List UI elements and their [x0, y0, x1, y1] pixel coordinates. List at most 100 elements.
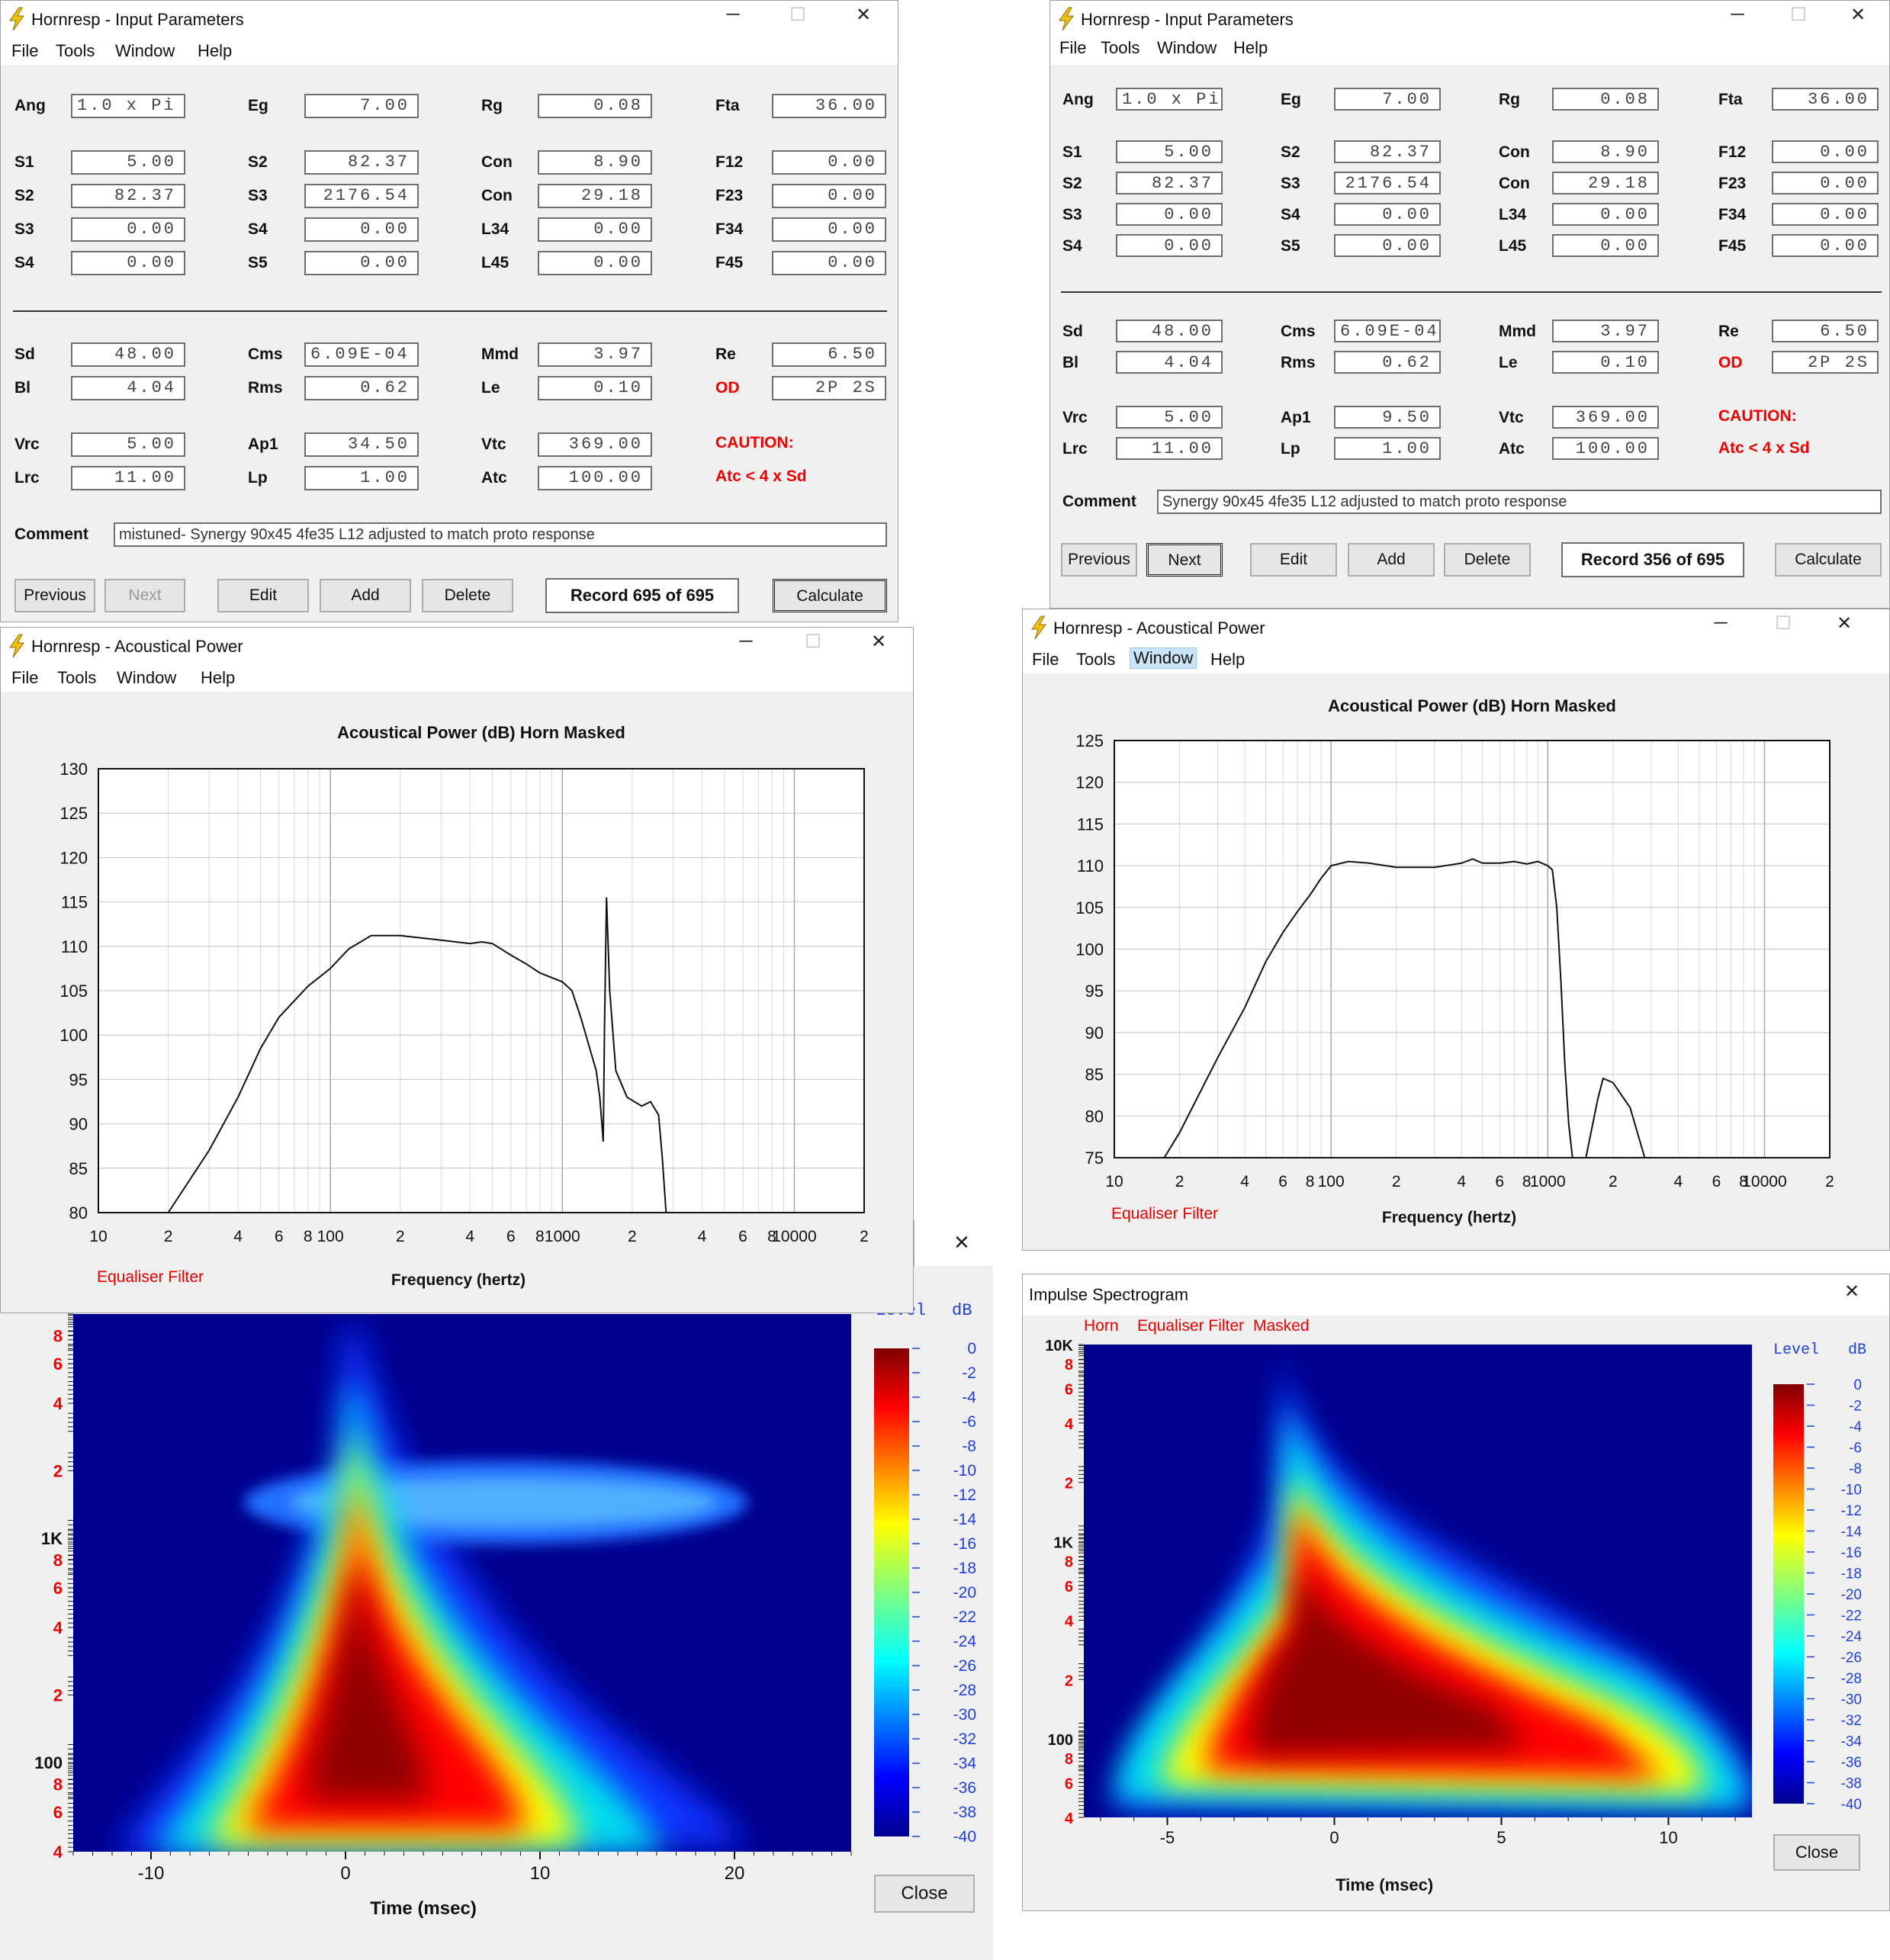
close-icon[interactable]: ✕ [1850, 5, 1866, 25]
param-field-atc[interactable]: 100.00 [1552, 437, 1659, 460]
param-field-eg[interactable]: 7.00 [1334, 88, 1441, 111]
param-field-f12[interactable]: 0.00 [1772, 140, 1879, 163]
equaliser-filter-label[interactable]: Equaliser Filter [97, 1268, 204, 1286]
param-field-f34[interactable]: 0.00 [772, 217, 886, 242]
param-field-s2[interactable]: 82.37 [1334, 140, 1441, 163]
menu-help[interactable]: Help [1233, 38, 1268, 57]
param-field-ap1[interactable]: 9.50 [1334, 406, 1441, 429]
param-field-rg[interactable]: 0.08 [538, 94, 652, 118]
add-button[interactable]: Add [1348, 543, 1435, 577]
param-field-rg[interactable]: 0.08 [1552, 88, 1659, 111]
param-field-s3[interactable]: 0.00 [71, 217, 185, 242]
comment-field[interactable]: Synergy 90x45 4fe35 L12 adjusted to matc… [1157, 490, 1882, 514]
minimize-icon[interactable]: ─ [726, 4, 740, 24]
param-field-s3[interactable]: 2176.54 [1334, 172, 1441, 194]
param-field-rms[interactable]: 0.62 [304, 376, 419, 400]
close-button[interactable]: Close [874, 1875, 975, 1913]
param-field-l34[interactable]: 0.00 [538, 217, 652, 242]
menu-tools[interactable]: Tools [57, 668, 97, 687]
previous-button[interactable]: Previous [14, 579, 95, 612]
menu-window[interactable]: Window [117, 668, 177, 687]
param-field-re[interactable]: 6.50 [772, 342, 886, 367]
param-field-cms[interactable]: 6.09E-04 [1334, 320, 1441, 342]
calculate-button[interactable]: Calculate [773, 579, 887, 612]
menu-tools[interactable]: Tools [56, 41, 95, 60]
equaliser-filter-label[interactable]: Equaliser Filter [1111, 1205, 1219, 1223]
param-field-f34[interactable]: 0.00 [1772, 203, 1879, 226]
param-field-con[interactable]: 8.90 [538, 150, 652, 175]
comment-field[interactable]: mistuned- Synergy 90x45 4fe35 L12 adjust… [114, 522, 887, 547]
next-button[interactable]: Next [1146, 543, 1223, 577]
menu-window[interactable]: Window [115, 41, 175, 60]
param-field-lrc[interactable]: 11.00 [71, 466, 185, 490]
param-field-mmd[interactable]: 3.97 [538, 342, 652, 367]
edit-button[interactable]: Edit [217, 579, 309, 612]
menu-tools[interactable]: Tools [1076, 650, 1116, 669]
param-field-vtc[interactable]: 369.00 [1552, 406, 1659, 429]
param-field-s1[interactable]: 5.00 [1116, 140, 1223, 163]
maximize-icon[interactable]: ☐ [1775, 613, 1792, 634]
close-icon[interactable]: ✕ [1836, 613, 1853, 634]
param-field-ap1[interactable]: 34.50 [304, 432, 419, 457]
param-field-s5[interactable]: 0.00 [304, 251, 419, 275]
param-field-l45[interactable]: 0.00 [538, 251, 652, 275]
param-field-od[interactable]: 2P 2S [1772, 351, 1879, 374]
param-field-ang[interactable]: 1.0 x Pi [1116, 88, 1223, 111]
minimize-icon[interactable]: ─ [739, 631, 753, 651]
param-field-s4[interactable]: 0.00 [71, 251, 185, 275]
param-field-s1[interactable]: 5.00 [71, 150, 185, 175]
edit-button[interactable]: Edit [1250, 543, 1337, 577]
param-field-sd[interactable]: 48.00 [71, 342, 185, 367]
param-field-eg[interactable]: 7.00 [304, 94, 419, 118]
menu-file[interactable]: File [1032, 650, 1059, 669]
maximize-icon[interactable]: ☐ [789, 5, 806, 25]
menu-help[interactable]: Help [201, 668, 236, 687]
menu-file[interactable]: File [1059, 38, 1087, 57]
param-field-s5[interactable]: 0.00 [1334, 234, 1441, 257]
param-field-s2[interactable]: 82.37 [1116, 172, 1223, 194]
param-field-con[interactable]: 29.18 [538, 184, 652, 208]
menu-help[interactable]: Help [1210, 650, 1246, 669]
close-icon[interactable]: ✕ [855, 5, 872, 25]
param-field-s2[interactable]: 82.37 [304, 150, 419, 175]
param-field-vtc[interactable]: 369.00 [538, 432, 652, 457]
param-field-con[interactable]: 8.90 [1552, 140, 1659, 163]
param-field-le[interactable]: 0.10 [538, 376, 652, 400]
param-field-vrc[interactable]: 5.00 [1116, 406, 1223, 429]
param-field-f23[interactable]: 0.00 [772, 184, 886, 208]
close-icon[interactable]: ✕ [953, 1231, 970, 1254]
maximize-icon[interactable]: ☐ [1790, 5, 1807, 25]
param-field-f45[interactable]: 0.00 [772, 251, 886, 275]
param-field-lrc[interactable]: 11.00 [1116, 437, 1223, 460]
close-icon[interactable]: ✕ [870, 631, 887, 652]
delete-button[interactable]: Delete [1444, 543, 1531, 577]
param-field-s2[interactable]: 82.37 [71, 184, 185, 208]
param-field-fta[interactable]: 36.00 [1772, 88, 1879, 111]
param-field-f23[interactable]: 0.00 [1772, 172, 1879, 194]
param-field-cms[interactable]: 6.09E-04 [304, 342, 419, 367]
param-field-s3[interactable]: 0.00 [1116, 203, 1223, 226]
param-field-mmd[interactable]: 3.97 [1552, 320, 1659, 342]
param-field-con[interactable]: 29.18 [1552, 172, 1659, 194]
param-field-sd[interactable]: 48.00 [1116, 320, 1223, 342]
minimize-icon[interactable]: ─ [1714, 612, 1728, 633]
next-button[interactable]: Next [104, 579, 185, 612]
param-field-vrc[interactable]: 5.00 [71, 432, 185, 457]
param-field-rms[interactable]: 0.62 [1334, 351, 1441, 374]
param-field-f45[interactable]: 0.00 [1772, 234, 1879, 257]
param-field-ang[interactable]: 1.0 x Pi [71, 94, 185, 118]
param-field-s4[interactable]: 0.00 [1334, 203, 1441, 226]
param-field-re[interactable]: 6.50 [1772, 320, 1879, 342]
minimize-icon[interactable]: ─ [1731, 4, 1744, 24]
menu-tools[interactable]: Tools [1101, 38, 1140, 57]
param-field-bl[interactable]: 4.04 [1116, 351, 1223, 374]
add-button[interactable]: Add [320, 579, 411, 612]
param-field-lp[interactable]: 1.00 [1334, 437, 1441, 460]
param-field-s4[interactable]: 0.00 [304, 217, 419, 242]
param-field-bl[interactable]: 4.04 [71, 376, 185, 400]
previous-button[interactable]: Previous [1061, 543, 1137, 577]
close-icon[interactable]: ✕ [1843, 1281, 1860, 1302]
menu-file[interactable]: File [11, 41, 39, 60]
param-field-s4[interactable]: 0.00 [1116, 234, 1223, 257]
menu-window[interactable]: Window [1157, 38, 1217, 57]
